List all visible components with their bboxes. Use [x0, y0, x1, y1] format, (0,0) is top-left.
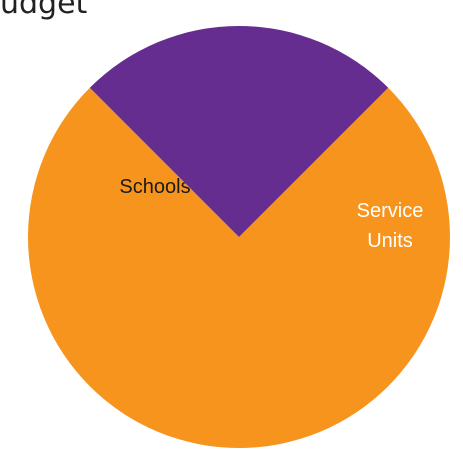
pie-slice-schools	[28, 87, 450, 448]
pie-slice-service-units	[89, 26, 389, 237]
chart-title: udget	[0, 0, 88, 21]
pie-label-service-units: Service Units	[357, 200, 424, 252]
pie-label-schools: Schools	[119, 176, 190, 198]
